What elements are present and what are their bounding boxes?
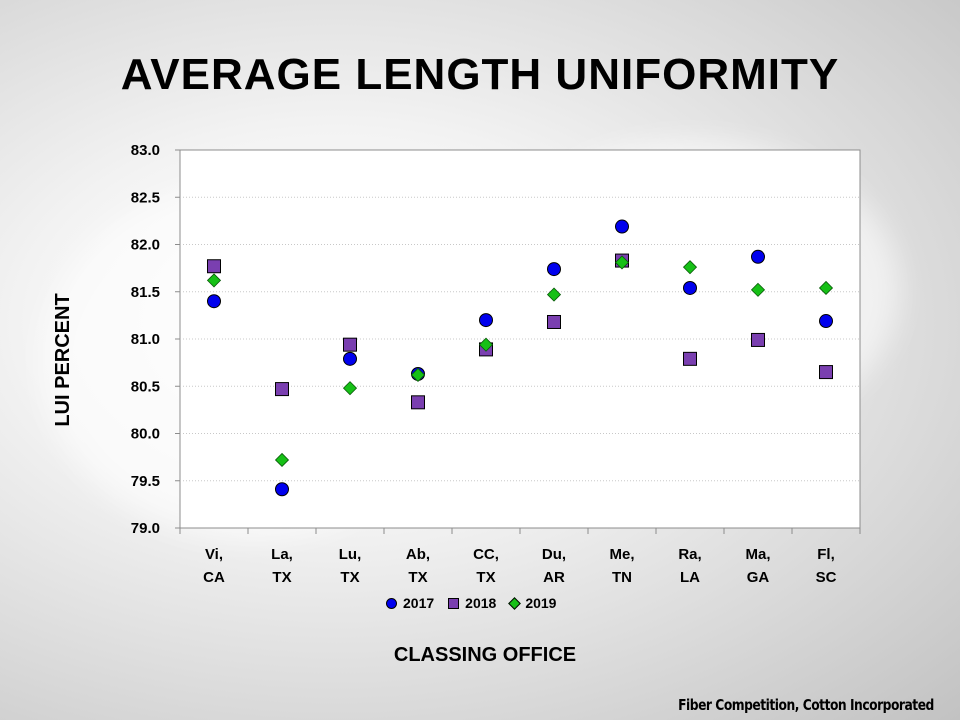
x-tick-label: AR (543, 569, 565, 586)
data-point-2018 (751, 332, 765, 347)
data-point-2017 (343, 351, 357, 366)
plot-area (179, 149, 861, 529)
y-tick-label: 80.0 (131, 426, 160, 443)
data-point-2019 (818, 280, 834, 296)
x-tick-label: CA (203, 569, 225, 586)
data-point-2019 (410, 367, 426, 382)
square-marker-icon (448, 597, 460, 609)
slide-title: AVERAGE LENGTH UNIFORMITY (120, 50, 840, 99)
data-point-2019 (546, 287, 562, 302)
y-tick-label: 79.0 (131, 520, 160, 537)
data-point-2018 (275, 382, 289, 397)
y-tick-label: 79.5 (131, 473, 160, 490)
data-point-2017 (207, 294, 221, 309)
data-point-2017 (615, 219, 629, 234)
x-tick-label: Vi, (205, 546, 223, 563)
data-point-2017 (479, 313, 493, 328)
x-tick-label: La, (271, 546, 293, 563)
data-point-2018 (207, 259, 221, 274)
data-point-2017 (275, 482, 289, 497)
x-tick-label: Lu, (339, 546, 362, 563)
x-tick-label: Ab, (406, 546, 430, 563)
data-point-2019 (274, 452, 290, 468)
data-point-2017 (819, 314, 833, 329)
data-point-2017 (683, 280, 697, 295)
y-axis-label: LUI PERCENT (52, 293, 74, 427)
legend-item-2017: 2017 (386, 595, 434, 611)
legend: 2017 2018 2019 (386, 595, 556, 611)
data-point-2019 (206, 273, 222, 288)
source-credit: Fiber Competition, Cotton Incorporated (678, 696, 934, 714)
x-tick-label: TX (272, 569, 291, 586)
x-tick-labels: Vi, CA La, TX Lu, TX Ab, TX CC, TX Du, AR Me, TN Ra, LA… (203, 546, 836, 586)
data-markers (206, 219, 834, 497)
data-point-2018 (683, 351, 697, 366)
data-point-2018 (343, 337, 357, 352)
x-tick-label: Fl, (817, 546, 835, 563)
data-point-2019 (478, 337, 494, 352)
x-tick-label: Me, (609, 546, 634, 563)
x-tick-label: Ma, (745, 546, 770, 563)
data-point-2019 (750, 282, 766, 297)
data-point-2017 (751, 249, 765, 264)
data-point-2018 (819, 365, 833, 380)
x-tick-label: TN (612, 569, 632, 586)
x-tick-label: SC (816, 569, 837, 586)
y-tick-label: 81.5 (131, 284, 160, 301)
data-point-2018 (411, 395, 425, 410)
legend-label: 2017 (403, 595, 435, 611)
x-tick-label: LA (680, 569, 700, 586)
x-tick-label: TX (408, 569, 427, 586)
legend-item-2019: 2019 (508, 595, 557, 611)
x-tick-label: Du, (542, 546, 566, 563)
legend-label: 2019 (525, 595, 557, 611)
x-tick-label: CC, (473, 546, 499, 563)
y-tick-label: 82.5 (131, 189, 160, 206)
x-tick-label: GA (747, 569, 770, 586)
data-point-2019 (614, 255, 630, 270)
x-tick-label: TX (340, 569, 359, 586)
x-tick-label: Ra, (678, 546, 701, 563)
data-point-2019 (342, 381, 358, 396)
x-axis-label: CLASSING OFFICE (393, 644, 577, 666)
legend-item-2018: 2018 (448, 595, 496, 611)
diamond-marker-icon (508, 596, 522, 610)
data-point-2019 (682, 260, 698, 275)
y-tick-label: 83.0 (131, 142, 160, 159)
circle-marker-icon (386, 597, 397, 609)
y-tick-label: 81.0 (131, 331, 160, 348)
legend-label: 2018 (465, 595, 497, 611)
data-point-2018 (547, 314, 561, 329)
y-tick-labels: 79.0 79.5 80.0 80.5 81.0 81.5 82.0 82.5 83.0 (131, 142, 160, 537)
x-tick-label: TX (476, 569, 495, 586)
data-point-2017 (547, 262, 561, 277)
y-tick-label: 80.5 (131, 378, 160, 395)
y-tick-label: 82.0 (131, 237, 160, 254)
gridlines (175, 149, 861, 534)
